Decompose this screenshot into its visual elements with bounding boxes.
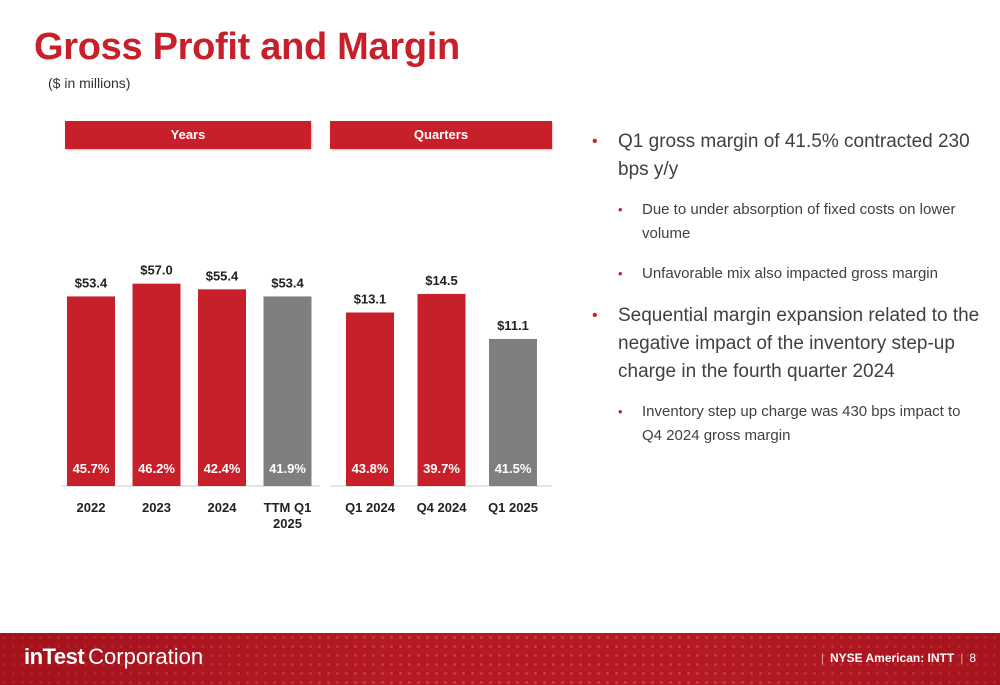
- quarters-group-header: Quarters: [330, 121, 552, 149]
- years-group-header: Years: [65, 121, 311, 149]
- margin-label: 45.7%: [73, 461, 110, 476]
- bar-value-label: $57.0: [140, 263, 173, 278]
- commentary-bullets: Q1 gross margin of 41.5% contracted 230 …: [592, 128, 982, 464]
- bar: [67, 296, 115, 486]
- category-label: TTM Q1: [264, 500, 312, 515]
- sub-bullet-unfavorable-mix: Unfavorable mix also impacted gross marg…: [592, 262, 982, 286]
- bar: [489, 338, 537, 486]
- category-label: 2025: [273, 516, 302, 531]
- margin-label: 41.5%: [495, 461, 532, 476]
- bar-value-label: $53.4: [75, 275, 108, 290]
- sub-bullet-fixed-costs: Due to under absorption of fixed costs o…: [592, 198, 982, 246]
- gross-profit-chart: $53.4 45.7% 2022 $57.0 46.2% 2023 $55.4 42.4% 20…: [62, 263, 552, 531]
- page-title: Gross Profit and Margin: [34, 26, 460, 68]
- margin-label: 39.7%: [423, 461, 460, 476]
- category-label: Q4 2024: [417, 500, 468, 515]
- bar-value-label: $53.4: [271, 275, 304, 290]
- page-subtitle: ($ in millions): [48, 75, 131, 91]
- page-number: 8: [969, 651, 976, 665]
- margin-label: 43.8%: [352, 461, 389, 476]
- sub-bullet-step-up-charge: Inventory step up charge was 430 bps imp…: [592, 400, 982, 448]
- bar: [198, 289, 246, 486]
- bar-value-label: $14.5: [425, 273, 458, 288]
- category-label: Q1 2025: [488, 500, 538, 515]
- bar: [417, 293, 466, 486]
- bar-value-label: $11.1: [497, 318, 529, 333]
- bar: [346, 312, 394, 486]
- category-label: Q1 2024: [345, 500, 396, 515]
- category-label: 2024: [208, 500, 238, 515]
- company-logo: inTest Corporation: [24, 644, 203, 670]
- exchange-ticker: NYSE American: INTT: [829, 651, 955, 665]
- logo-corp: Corporation: [88, 644, 204, 669]
- category-label: 2022: [77, 500, 106, 515]
- bar: [132, 283, 181, 486]
- bullet-q1-margin: Q1 gross margin of 41.5% contracted 230 …: [592, 128, 982, 184]
- bar-value-label: $55.4: [206, 268, 239, 283]
- bullet-sequential-expansion: Sequential margin expansion related to t…: [592, 302, 982, 386]
- logo-brand: inTest: [24, 644, 85, 669]
- category-label: 2023: [142, 500, 171, 515]
- footer-bar: inTest Corporation | NYSE American: INTT | 8: [0, 633, 1000, 685]
- bar-value-label: $13.1: [354, 291, 387, 306]
- margin-label: 41.9%: [269, 461, 306, 476]
- margin-label: 46.2%: [138, 461, 175, 476]
- margin-label: 42.4%: [204, 461, 241, 476]
- bar: [263, 296, 312, 486]
- ticker-info: | NYSE American: INTT | 8: [820, 651, 976, 665]
